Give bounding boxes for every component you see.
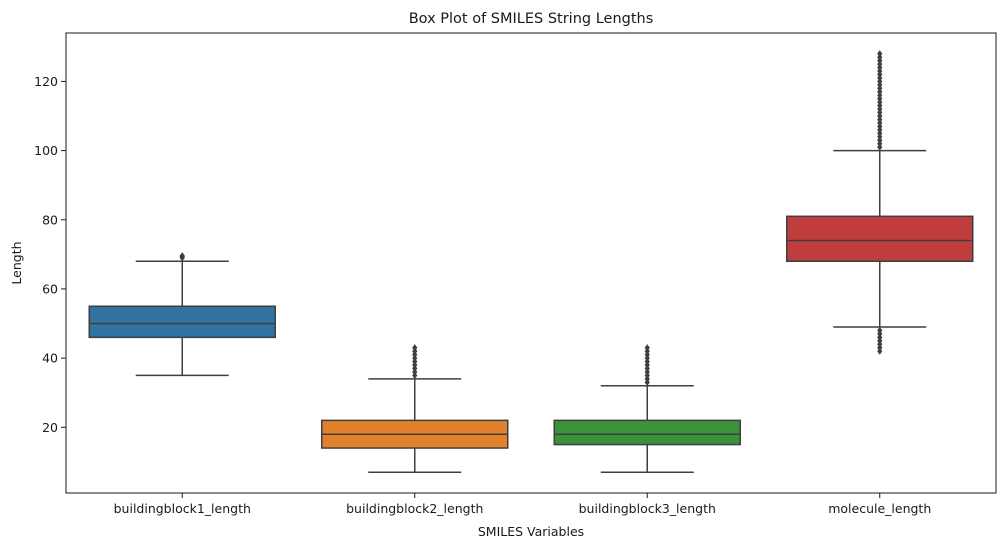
- box-buildingblock1_length: [88, 252, 276, 377]
- axes-frame: [65, 32, 997, 494]
- y-tick-label: 120: [34, 74, 58, 89]
- outlier-point: [412, 344, 418, 352]
- iqr-box: [786, 215, 974, 263]
- y-axis-label: Length: [9, 241, 24, 284]
- iqr-box: [88, 305, 276, 339]
- x-tick-label: buildingblock3_length: [579, 501, 716, 516]
- box-buildingblock2_length: [321, 344, 509, 473]
- outlier-point: [877, 326, 883, 335]
- outlier-point: [644, 344, 650, 352]
- outlier-point: [877, 50, 883, 58]
- x-tick-label: molecule_length: [828, 501, 931, 516]
- outlier-point: [179, 252, 185, 260]
- iqr-box: [553, 419, 741, 446]
- box-series: [88, 50, 974, 473]
- x-axis: buildingblock1_length buildingblock2_leng…: [114, 493, 931, 516]
- box-buildingblock3_length: [553, 344, 741, 473]
- y-tick-label: 20: [42, 420, 58, 435]
- chart-title: Box Plot of SMILES String Lengths: [409, 11, 654, 27]
- y-tick-label: 60: [42, 281, 58, 296]
- y-axis: 20 40 60 80 100 120: [34, 74, 66, 435]
- box-molecule_length: [786, 50, 974, 355]
- x-tick-label: buildingblock1_length: [114, 501, 251, 516]
- x-axis-label: SMILES Variables: [478, 524, 584, 539]
- x-tick-label: buildingblock2_length: [346, 501, 483, 516]
- y-tick-label: 100: [34, 143, 58, 158]
- y-tick-label: 80: [42, 212, 58, 227]
- y-tick-label: 40: [42, 351, 58, 366]
